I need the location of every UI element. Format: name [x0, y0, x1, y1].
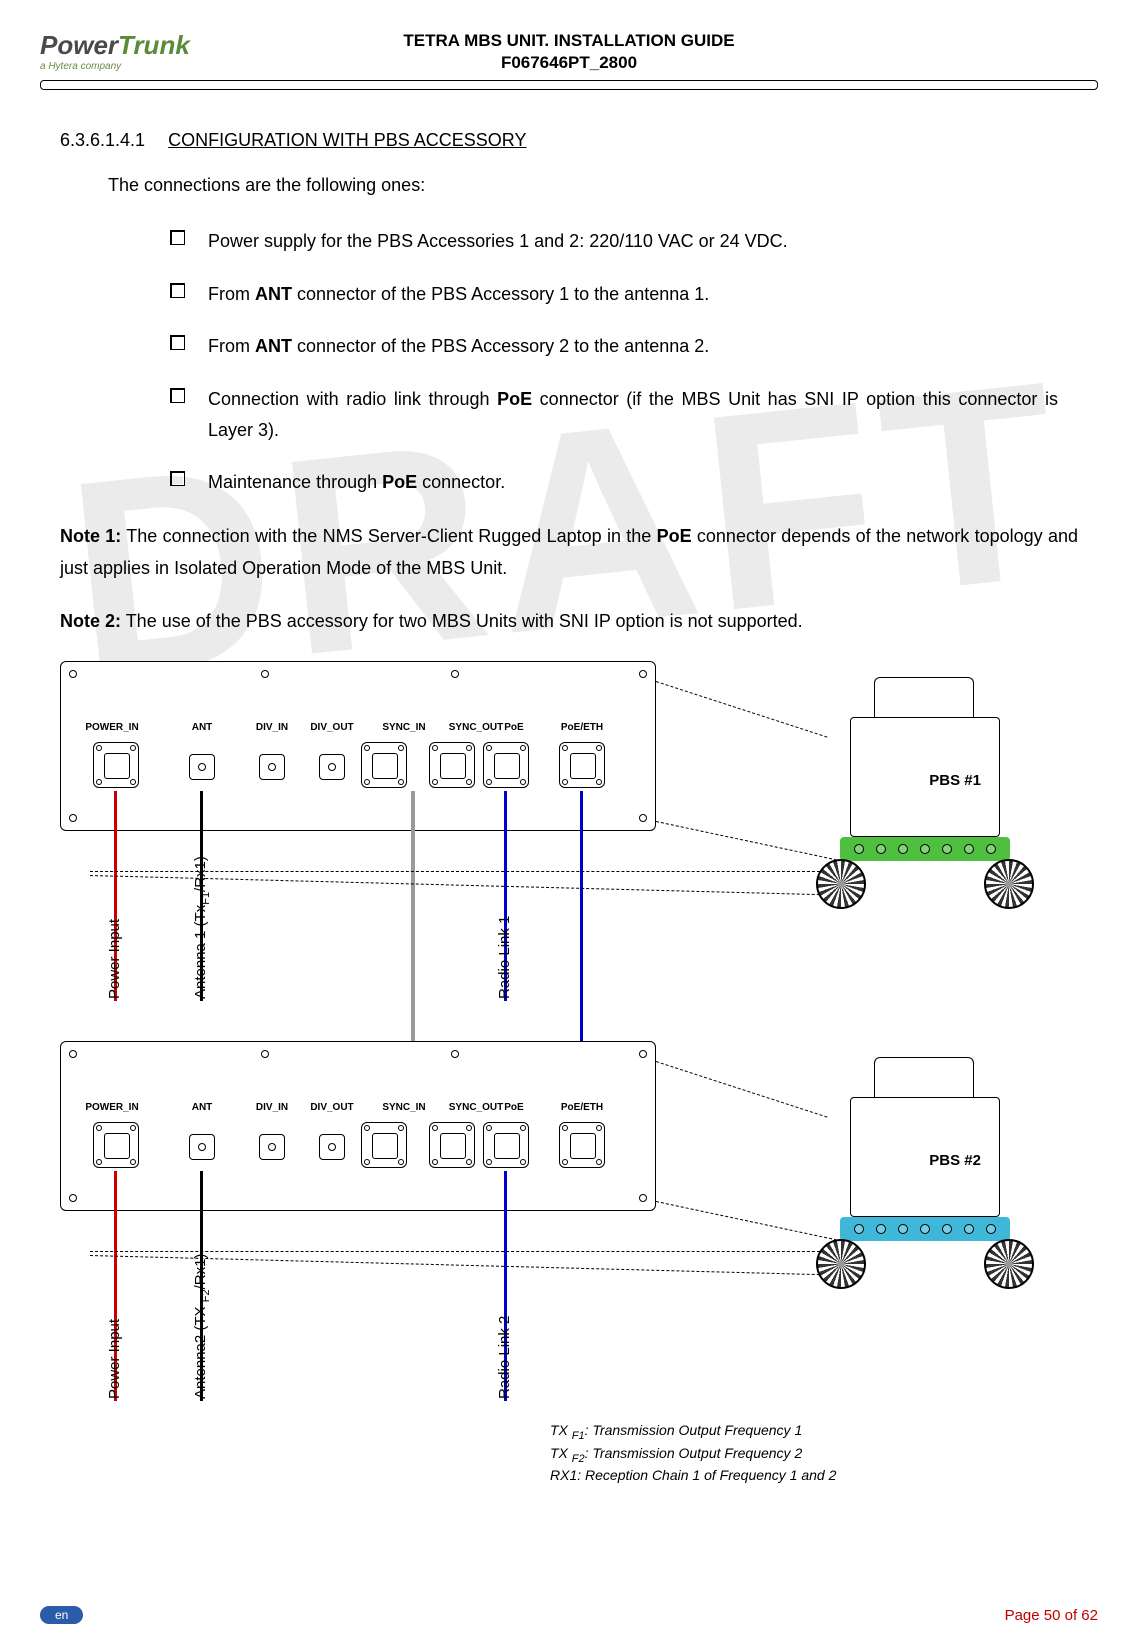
port-label: PoE/ETH [551, 1102, 613, 1113]
label-radio-2: Radio Link 2 [496, 1316, 513, 1399]
diagram-legend: TX F1: Transmission Output Frequency 1 T… [550, 1421, 836, 1485]
port-label: SYNC_IN [373, 1102, 435, 1113]
port-label: DIV_IN [241, 722, 303, 733]
dash-line [656, 821, 837, 860]
pbs-unit-1: PBS #1 [820, 711, 1030, 911]
label-radio-1: Radio Link 1 [496, 916, 513, 999]
intro-text: The connections are the following ones: [108, 175, 1078, 196]
port-small [259, 754, 285, 780]
logo-text-b: Trunk [118, 30, 190, 60]
header-rule [40, 80, 1098, 90]
logo: PowerTrunk a Hytera company [40, 30, 260, 72]
port-small [189, 1134, 215, 1160]
label-antenna-2: Antenna2 (TX F2/Rx1) [192, 1254, 212, 1399]
port [429, 742, 475, 788]
page-header: PowerTrunk a Hytera company TETRA MBS UN… [40, 30, 1098, 74]
port [93, 1122, 139, 1168]
list-item-text: Power supply for the PBS Accessories 1 a… [208, 231, 788, 251]
pbs-2-label: PBS #2 [929, 1152, 981, 1169]
port [93, 742, 139, 788]
port [483, 1122, 529, 1168]
port-label: DIV_OUT [301, 722, 363, 733]
list-item: Connection with radio link through PoE c… [170, 384, 1078, 445]
port-label: ANT [171, 722, 233, 733]
list-item: Power supply for the PBS Accessories 1 a… [170, 226, 1078, 257]
port-label: DIV_IN [241, 1102, 303, 1113]
section-heading: 6.3.6.1.4.1 CONFIGURATION WITH PBS ACCES… [60, 130, 1078, 151]
page-number: Page 50 of 62 [1005, 1607, 1098, 1624]
port [361, 1122, 407, 1168]
pbs-unit-2: PBS #2 [820, 1091, 1030, 1291]
port-label: SYNC_IN [373, 722, 435, 733]
dash-line [656, 1201, 837, 1240]
connection-diagram: POWER_INANTDIV_INDIV_OUTSYNC_INSYNC_OUTP… [60, 661, 1080, 1561]
port-label: POWER_IN [81, 1102, 143, 1113]
port [483, 742, 529, 788]
note-2: Note 2: The use of the PBS accessory for… [60, 605, 1078, 637]
doc-title-line2: F067646PT_2800 [260, 52, 878, 74]
dash-line [90, 1251, 830, 1252]
port [429, 1122, 475, 1168]
port [559, 742, 605, 788]
dash-line [656, 681, 827, 738]
label-power-2: Power Input [106, 1319, 123, 1399]
bullet-list: Power supply for the PBS Accessories 1 a… [170, 226, 1078, 498]
doc-title: TETRA MBS UNIT. INSTALLATION GUIDE F0676… [260, 30, 878, 74]
label-power-1: Power Input [106, 919, 123, 999]
list-item: From ANT connector of the PBS Accessory … [170, 279, 1078, 310]
port [361, 742, 407, 788]
section-title: CONFIGURATION WITH PBS ACCESSORY [168, 130, 526, 150]
port-label: PoE [483, 722, 545, 733]
panel-2: POWER_INANTDIV_INDIV_OUTSYNC_INSYNC_OUTP… [60, 1041, 656, 1211]
language-pill: en [40, 1606, 83, 1624]
port-label: POWER_IN [81, 722, 143, 733]
port-label: DIV_OUT [301, 1102, 363, 1113]
port-small [319, 1134, 345, 1160]
port-small [259, 1134, 285, 1160]
logo-subtitle: a Hytera company [40, 61, 260, 72]
port-label: PoE [483, 1102, 545, 1113]
logo-text-a: Power [40, 30, 118, 60]
dash-line [656, 1061, 827, 1118]
port-label: ANT [171, 1102, 233, 1113]
panel-1: POWER_INANTDIV_INDIV_OUTSYNC_INSYNC_OUTP… [60, 661, 656, 831]
page-footer: en Page 50 of 62 [40, 1606, 1098, 1624]
port-label: PoE/ETH [551, 722, 613, 733]
port-small [189, 754, 215, 780]
pbs-1-label: PBS #1 [929, 772, 981, 789]
port-small [319, 754, 345, 780]
note-1: Note 1: The connection with the NMS Serv… [60, 520, 1078, 585]
dash-line [90, 871, 830, 872]
list-item: Maintenance through PoE connector. [170, 467, 1078, 498]
doc-title-line1: TETRA MBS UNIT. INSTALLATION GUIDE [260, 30, 878, 52]
port [559, 1122, 605, 1168]
list-item: From ANT connector of the PBS Accessory … [170, 331, 1078, 362]
section-number: 6.3.6.1.4.1 [60, 130, 145, 151]
